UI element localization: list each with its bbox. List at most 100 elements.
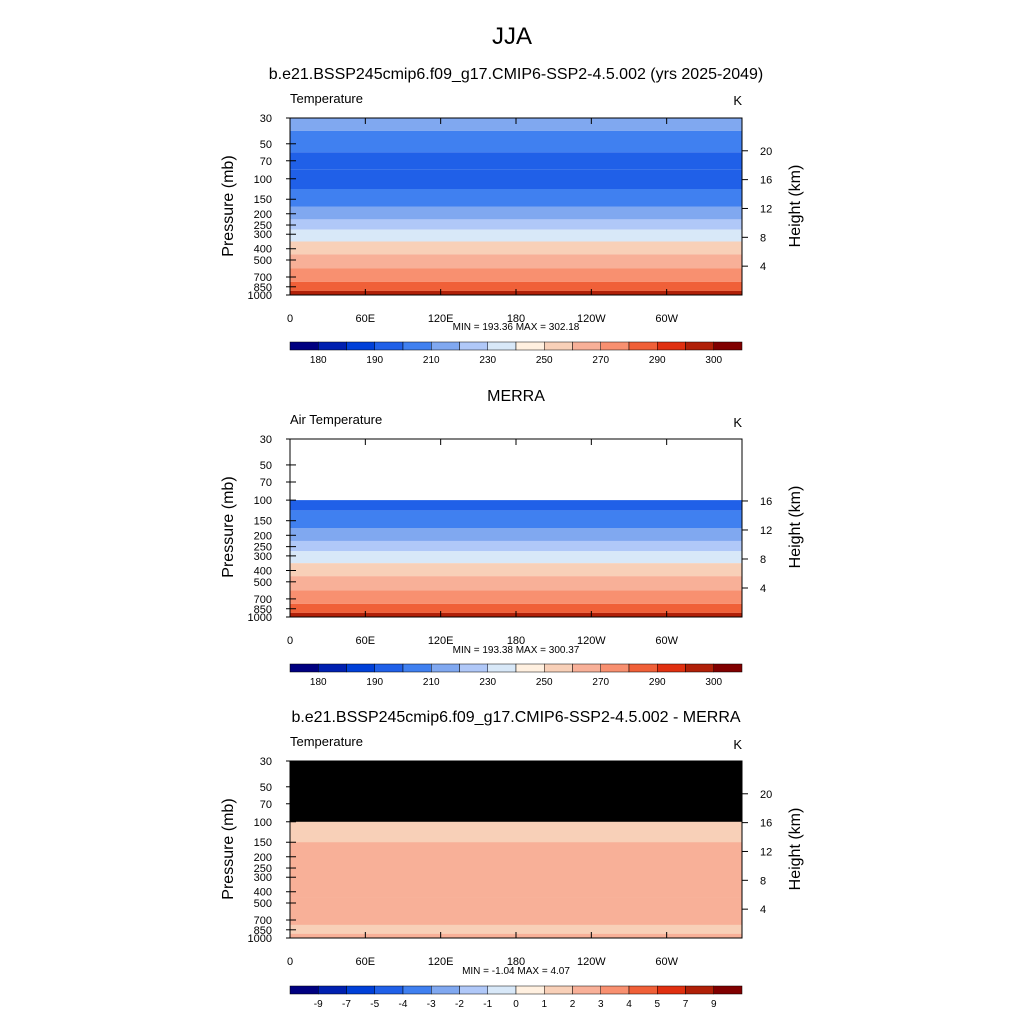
panel-units: K — [733, 737, 742, 752]
field-band — [290, 884, 742, 898]
colorbar-box — [459, 663, 488, 673]
field-band — [290, 189, 742, 207]
x-tick-label: 120E — [428, 956, 454, 968]
x-tick-label: 0 — [287, 635, 293, 647]
colorbar-box — [431, 663, 460, 673]
y2-tick-label: 4 — [760, 904, 766, 916]
field-band — [290, 510, 742, 528]
colorbar-box — [431, 985, 460, 995]
colorbar-label: 250 — [536, 355, 553, 366]
colorbar-box — [318, 663, 347, 673]
colorbar-box — [318, 341, 347, 351]
colorbar-box — [572, 663, 601, 673]
y2-tick-label: 12 — [760, 846, 772, 858]
colorbar-box — [657, 663, 686, 673]
y-tick-label: 400 — [254, 565, 272, 577]
x-tick-label: 60E — [356, 313, 376, 325]
field-band — [290, 118, 742, 131]
colorbar-label: -3 — [427, 999, 436, 1010]
panel-title: MERRA — [487, 388, 545, 405]
field-band — [290, 130, 742, 153]
field-band — [290, 603, 742, 613]
y-axis-label: Pressure (mb) — [220, 155, 237, 256]
panel-title: b.e21.BSSP245cmip6.f09_g17.CMIP6-SSP2-4.… — [269, 66, 764, 83]
y2-tick-label: 8 — [760, 232, 766, 244]
y2-tick-label: 4 — [760, 583, 766, 595]
colorbar-box — [600, 663, 630, 673]
y-tick-label: 1000 — [248, 290, 272, 302]
colorbar-box — [318, 985, 347, 995]
y-tick-label: 700 — [254, 272, 272, 284]
y2-tick-label: 12 — [760, 203, 772, 215]
y-tick-label: 50 — [260, 460, 272, 472]
colorbar-label: 1 — [541, 999, 547, 1010]
y2-tick-label: 8 — [760, 875, 766, 887]
y2-tick-label: 8 — [760, 554, 766, 566]
y-tick-label: 500 — [254, 577, 272, 589]
colorbar-label: 2 — [570, 999, 576, 1010]
stats-label: MIN = -1.04 MAX = 4.07 — [462, 966, 570, 977]
y-tick-label: 700 — [254, 594, 272, 606]
colorbar-box — [402, 663, 432, 673]
field-band — [290, 528, 742, 541]
y-tick-label: 700 — [254, 915, 272, 927]
colorbar-box — [402, 341, 432, 351]
colorbar-box — [572, 985, 601, 995]
y-tick-label: 250 — [254, 542, 272, 554]
y-tick-label: 50 — [260, 782, 272, 794]
y-tick-label: 100 — [254, 174, 272, 186]
colorbar-label: -5 — [370, 999, 379, 1010]
colorbar-box — [431, 341, 460, 351]
colorbar-label: 180 — [310, 677, 327, 688]
colorbar: -9 -7 -5 -4 -3 -2 -1 0 1 2 3 4 5 7 9 — [289, 985, 743, 1010]
y-tick-label: 30 — [260, 434, 272, 446]
y2-tick-label: 16 — [760, 175, 772, 187]
colorbar-label: 230 — [479, 677, 496, 688]
x-tick-label: 120E — [428, 635, 454, 647]
colorbar-box — [713, 985, 743, 995]
y2-tick-label: 16 — [760, 818, 772, 830]
colorbar-label: 0 — [513, 999, 519, 1010]
panel-model: b.e21.BSSP245cmip6.f09_g17.CMIP6-SSP2-4.… — [220, 66, 804, 366]
field-band — [290, 576, 742, 591]
field-band — [290, 924, 742, 934]
field-band — [290, 241, 742, 255]
y-tick-label: 30 — [260, 756, 272, 768]
y2-tick-label: 20 — [760, 789, 772, 801]
colorbar-label: 300 — [705, 677, 722, 688]
colorbar-label: 3 — [598, 999, 604, 1010]
colorbar-box — [487, 341, 517, 351]
colorbar-label: 190 — [366, 355, 383, 366]
colorbar-box — [572, 341, 601, 351]
colorbar-box — [487, 663, 517, 673]
x-tick-label: 60W — [655, 956, 678, 968]
field-band — [290, 866, 742, 885]
y2-tick-label: 16 — [760, 496, 772, 508]
y-tick-label: 100 — [254, 817, 272, 829]
colorbar-box — [346, 663, 375, 673]
panel-merra: MERRA Air Temperature K Pressure (mb) He… — [220, 388, 804, 688]
field-band — [290, 281, 742, 291]
colorbar-label: 250 — [536, 677, 553, 688]
panel-field-label: Temperature — [290, 91, 363, 106]
y-tick-label: 250 — [254, 863, 272, 875]
field-band — [290, 590, 742, 604]
x-tick-label: 60W — [655, 635, 678, 647]
colorbar-box — [515, 663, 545, 673]
x-tick-label: 0 — [287, 313, 293, 325]
stats-label: MIN = 193.36 MAX = 302.18 — [453, 322, 580, 333]
colorbar-box — [544, 341, 573, 351]
colorbar-box — [459, 985, 488, 995]
colorbar-box — [657, 985, 686, 995]
colorbar-box — [346, 985, 375, 995]
colorbar-label: -4 — [399, 999, 408, 1010]
y2-tick-label: 12 — [760, 525, 772, 537]
colorbar-label: 5 — [654, 999, 660, 1010]
y-tick-label: 70 — [260, 477, 272, 489]
y-tick-label: 150 — [254, 194, 272, 206]
y2-axis-label: Height (km) — [787, 486, 804, 569]
field-band — [290, 911, 742, 925]
field-band — [290, 500, 742, 511]
